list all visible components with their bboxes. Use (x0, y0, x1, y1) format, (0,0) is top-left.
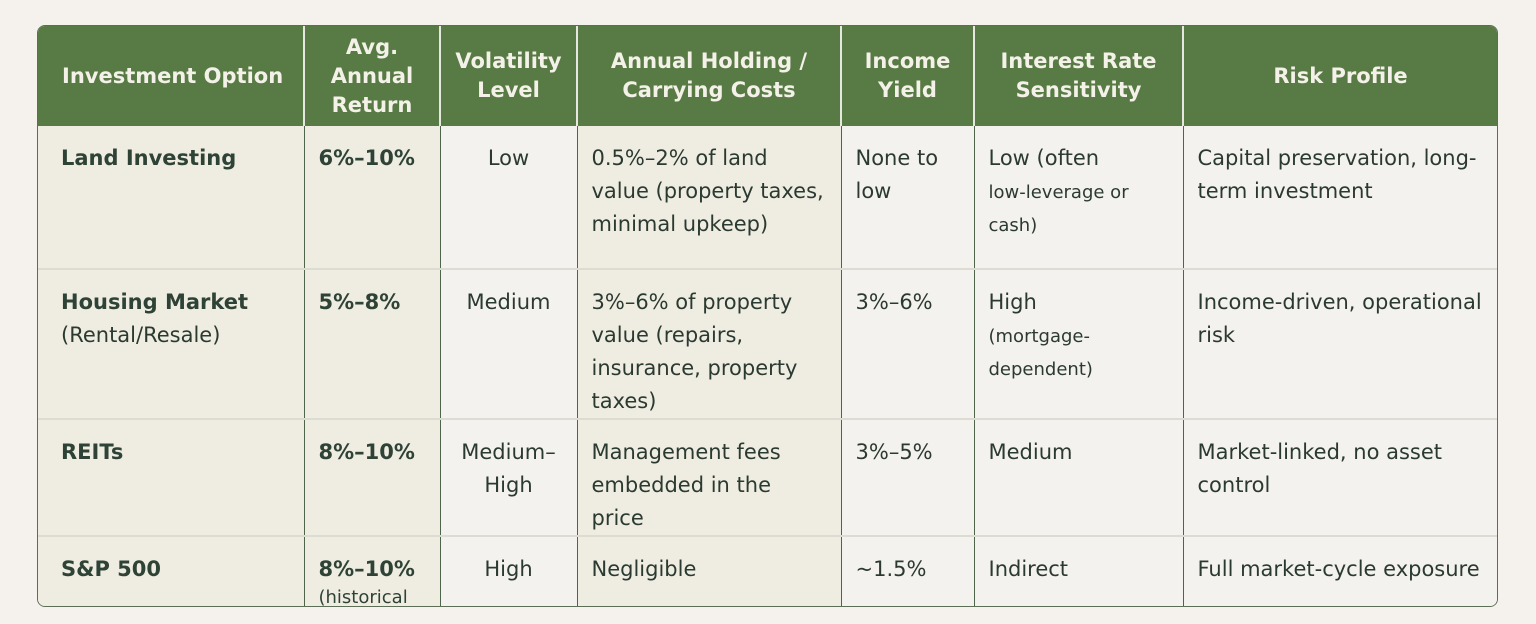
cell-avg-return: 5%–8% (304, 269, 441, 420)
option-name: REITs (61, 440, 124, 464)
cell-rate-sensitivity: Indirect (974, 536, 1184, 606)
cell-income-yield: 3%–5% (841, 419, 975, 537)
cell-income-yield: None to low (841, 126, 975, 270)
return-value: 8%–10% (318, 557, 415, 581)
rate-sensitivity-note: low-leverage or cash) (988, 182, 1129, 236)
cell-income-yield: 3%–6% (841, 269, 975, 420)
header-investment-option: Investment Option (38, 26, 305, 126)
cell-holding-costs: 0.5%–2% of land value (property taxes, m… (577, 126, 842, 270)
cell-investment-option: REITs (38, 419, 305, 537)
table-row: Housing Market (Rental/Resale) 5%–8% Medi… (38, 269, 1497, 420)
header-avg-annual-return: Avg. Annual Return (304, 26, 441, 126)
cell-volatility: Medium–High (440, 419, 578, 537)
cell-volatility: Medium (440, 269, 578, 420)
option-name: S&P 500 (61, 557, 161, 581)
cell-risk-profile: Capital preservation, long-term investme… (1183, 126, 1497, 270)
cell-rate-sensitivity: Low (often low-leverage or cash) (974, 126, 1184, 270)
cell-rate-sensitivity: High (mortgage-dependent) (974, 269, 1184, 420)
cell-investment-option: Land Investing (38, 126, 305, 270)
table-row: S&P 500 8%–10% (historical avg.) High Neg… (38, 536, 1497, 607)
cell-rate-sensitivity: Medium (974, 419, 1184, 537)
header-row: Investment Option Avg. Annual Return Vol… (38, 26, 1497, 126)
option-name: Land Investing (61, 146, 237, 170)
cell-avg-return: 8%–10% (historical avg.) (304, 536, 441, 607)
option-subtitle: (Rental/Resale) (61, 323, 221, 347)
cell-holding-costs: Negligible (577, 536, 842, 606)
option-name: Housing Market (61, 290, 249, 314)
comparison-table: Investment Option Avg. Annual Return Vol… (38, 26, 1497, 607)
rate-sensitivity-value: High (988, 290, 1037, 314)
cell-avg-return: 6%–10% (304, 126, 441, 270)
cell-volatility: High (440, 536, 578, 606)
investment-comparison-table: Investment Option Avg. Annual Return Vol… (37, 25, 1498, 607)
table-row: REITs 8%–10% Medium–High Management fees… (38, 419, 1497, 537)
header-holding-costs: Annual Holding / Carrying Costs (577, 26, 842, 126)
rate-sensitivity-value: Low (often (988, 146, 1100, 170)
cell-income-yield: ~1.5% (841, 536, 975, 606)
cell-investment-option: Housing Market (Rental/Resale) (38, 269, 305, 420)
cell-risk-profile: Income-driven, operational risk (1183, 269, 1497, 420)
table-row: Land Investing 6%–10% Low 0.5%–2% of lan… (38, 126, 1497, 270)
cell-risk-profile: Market-linked, no asset control (1183, 419, 1497, 537)
return-note: (historical avg.) (318, 587, 408, 607)
cell-holding-costs: 3%–6% of property value (repairs, insura… (577, 269, 842, 420)
cell-risk-profile: Full market-cycle exposure (1183, 536, 1497, 606)
cell-investment-option: S&P 500 (38, 536, 305, 606)
cell-avg-return: 8%–10% (304, 419, 441, 537)
cell-volatility: Low (440, 126, 578, 270)
header-volatility-level: Volatility Level (440, 26, 578, 126)
rate-sensitivity-note: (mortgage-dependent) (988, 326, 1093, 380)
header-interest-rate-sensitivity: Interest Rate Sensitivity (974, 26, 1184, 126)
header-risk-profile: Risk Profile (1183, 26, 1497, 126)
cell-holding-costs: Management fees embedded in the price (577, 419, 842, 537)
header-income-yield: Income Yield (841, 26, 975, 126)
